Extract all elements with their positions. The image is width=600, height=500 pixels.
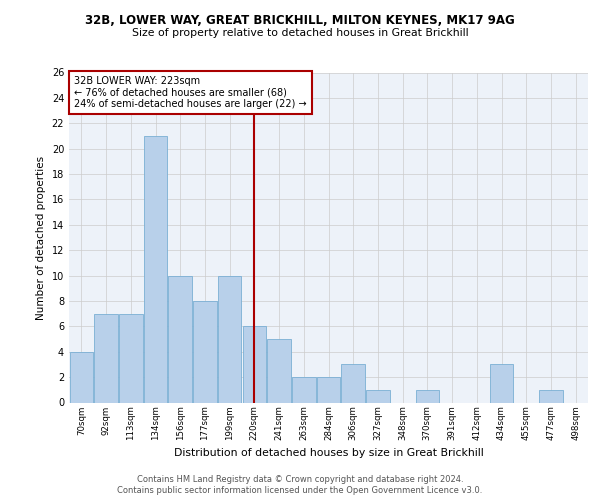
Bar (292, 377, 316, 402)
Bar (218, 276, 241, 402)
X-axis label: Distribution of detached houses by size in Great Brickhill: Distribution of detached houses by size … (173, 448, 484, 458)
Bar (490, 364, 513, 403)
Text: Contains HM Land Registry data © Crown copyright and database right 2024.: Contains HM Land Registry data © Crown c… (137, 475, 463, 484)
Bar (539, 390, 563, 402)
Bar (119, 314, 143, 402)
Bar (94, 314, 118, 402)
Bar (317, 377, 340, 402)
Text: Size of property relative to detached houses in Great Brickhill: Size of property relative to detached ho… (131, 28, 469, 38)
Bar (341, 364, 365, 403)
Text: Contains public sector information licensed under the Open Government Licence v3: Contains public sector information licen… (118, 486, 482, 495)
Bar (416, 390, 439, 402)
Y-axis label: Number of detached properties: Number of detached properties (36, 156, 46, 320)
Bar (242, 326, 266, 402)
Bar (268, 339, 291, 402)
Text: 32B, LOWER WAY, GREAT BRICKHILL, MILTON KEYNES, MK17 9AG: 32B, LOWER WAY, GREAT BRICKHILL, MILTON … (85, 14, 515, 27)
Bar (169, 276, 192, 402)
Bar (144, 136, 167, 402)
Text: 32B LOWER WAY: 223sqm
← 76% of detached houses are smaller (68)
24% of semi-deta: 32B LOWER WAY: 223sqm ← 76% of detached … (74, 76, 307, 109)
Bar (366, 390, 389, 402)
Bar (70, 352, 93, 403)
Bar (193, 301, 217, 402)
